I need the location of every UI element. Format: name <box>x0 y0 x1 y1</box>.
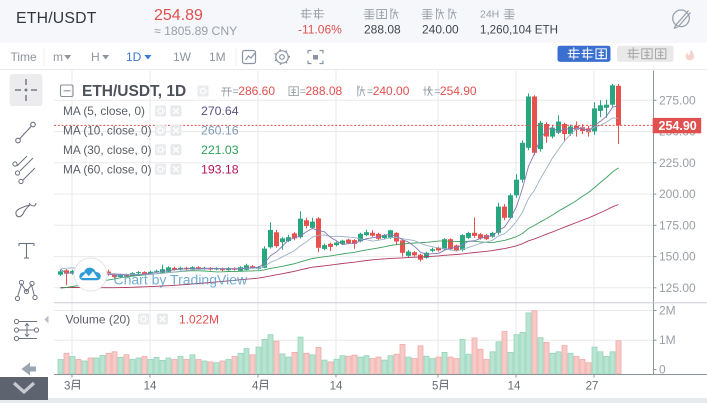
svg-text:MA (10, close, 0): MA (10, close, 0) <box>63 124 152 138</box>
svg-text:254.90: 254.90 <box>659 119 697 133</box>
svg-text:H: H <box>91 50 100 64</box>
svg-text:1M: 1M <box>209 50 226 64</box>
svg-text:286.60: 286.60 <box>238 84 275 98</box>
svg-text:1.022M: 1.022M <box>179 313 219 327</box>
svg-text:3: 3 <box>64 380 70 392</box>
svg-text:1D: 1D <box>126 50 142 64</box>
svg-text:175.00: 175.00 <box>659 218 696 232</box>
svg-text:125.00: 125.00 <box>659 281 696 295</box>
svg-text:288.08: 288.08 <box>306 84 343 98</box>
svg-text:Time: Time <box>11 50 38 64</box>
svg-text:225.00: 225.00 <box>659 156 696 170</box>
svg-text:MA (60, close, 0): MA (60, close, 0) <box>63 162 152 176</box>
svg-text:200.00: 200.00 <box>659 187 696 201</box>
svg-text:14: 14 <box>144 380 157 392</box>
svg-text:240.00: 240.00 <box>373 84 410 98</box>
svg-text:193.18: 193.18 <box>201 162 239 176</box>
svg-text:Volume (20): Volume (20) <box>66 313 131 327</box>
svg-text:≈ 1805.89 CNY: ≈ 1805.89 CNY <box>154 24 237 38</box>
svg-text:27: 27 <box>586 380 599 392</box>
svg-text:270.64: 270.64 <box>201 104 239 118</box>
svg-text:=: = <box>300 86 306 98</box>
svg-text:288.08: 288.08 <box>364 23 401 37</box>
svg-text:1,260,104 ETH: 1,260,104 ETH <box>480 24 558 37</box>
svg-text:MA (30, close, 0): MA (30, close, 0) <box>63 143 152 157</box>
svg-text:2M: 2M <box>659 304 676 318</box>
svg-text:MA (5, close, 0): MA (5, close, 0) <box>63 104 145 118</box>
svg-text:254.89: 254.89 <box>154 7 203 24</box>
svg-text:1M: 1M <box>659 333 676 347</box>
svg-text:=: = <box>434 86 440 98</box>
svg-text:24H: 24H <box>480 9 499 21</box>
svg-text:Chart by TradingView: Chart by TradingView <box>114 272 248 288</box>
svg-text:260.16: 260.16 <box>201 124 239 138</box>
svg-text:m: m <box>53 50 63 64</box>
svg-text:=: = <box>233 86 239 98</box>
svg-text:ETH/USDT, 1D: ETH/USDT, 1D <box>82 83 186 100</box>
svg-text:14: 14 <box>330 380 343 392</box>
svg-text:221.03: 221.03 <box>201 143 239 157</box>
svg-text:240.00: 240.00 <box>422 23 459 37</box>
svg-text:ETH/USDT: ETH/USDT <box>16 10 97 27</box>
svg-text:254.90: 254.90 <box>440 84 477 98</box>
svg-text:0: 0 <box>659 363 666 377</box>
svg-text:1W: 1W <box>173 50 192 64</box>
svg-text:5: 5 <box>432 380 438 392</box>
svg-text:-11.06%: -11.06% <box>298 23 342 37</box>
svg-text:=: = <box>367 86 373 98</box>
svg-text:4: 4 <box>252 380 259 392</box>
svg-text:150.00: 150.00 <box>659 250 696 264</box>
svg-text:275.00: 275.00 <box>659 93 696 107</box>
svg-text:14: 14 <box>508 380 521 392</box>
